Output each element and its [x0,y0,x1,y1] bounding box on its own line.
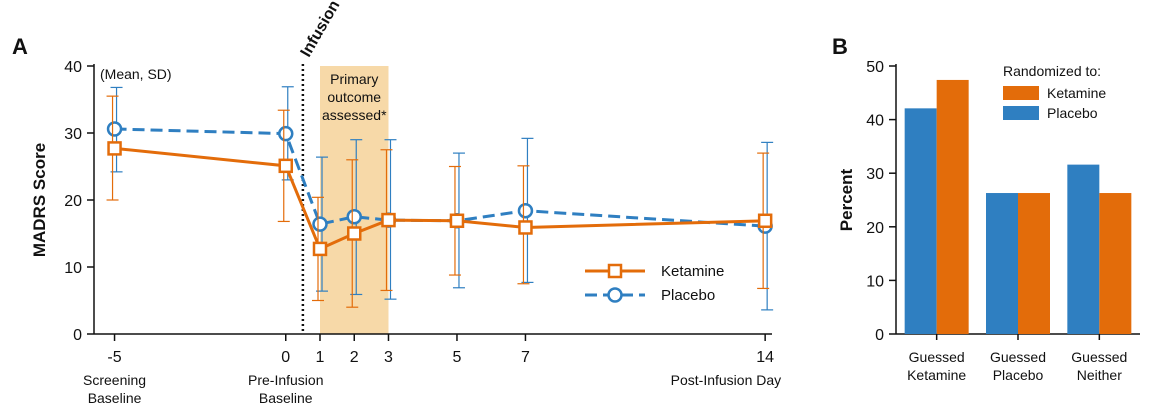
legend-title: Randomized to: [1003,63,1101,79]
x-category-label: Guessed [1071,349,1127,365]
panel-b-label: B [832,34,848,59]
x-group-label: Baseline [88,390,142,406]
x-category-label: Guessed [909,349,965,365]
primary-outcome-label-line: Primary [330,71,378,87]
data-point-ketamine [312,241,328,257]
series-line-ketamine [114,146,766,251]
x-category-label: Guessed [990,349,1046,365]
y-tick-label: 10 [64,260,82,277]
x-tick-label: 0 [281,349,290,366]
x-group-label: Screening [83,372,146,388]
mean-sd-annotation: (Mean, SD) [100,66,172,82]
y-tick-label: 40 [64,59,82,76]
legend-label-placebo: Placebo [661,287,715,304]
data-point-placebo [346,209,362,225]
legend-swatch-ketamine [1003,86,1039,100]
data-point-ketamine [278,158,294,174]
series-line-placebo [114,127,766,228]
bar-placebo [904,108,937,335]
y-tick-label: 30 [64,126,82,143]
data-point-ketamine [381,212,396,228]
infusion-label: Infusion [298,0,344,60]
data-point-ketamine [107,141,122,156]
legend-label-ketamine: Ketamine [661,263,724,280]
x-group-label: Baseline [259,390,313,406]
data-point-ketamine [757,213,773,229]
y-tick-label: 50 [866,59,884,76]
bar-placebo [986,193,1018,334]
x-tick-label: 14 [756,349,774,366]
x-tick-label: 5 [453,349,462,366]
data-point-placebo [106,121,123,137]
primary-outcome-region [320,66,389,334]
x-category-label: Neither [1077,367,1122,383]
legend-label-placebo: Placebo [1047,105,1098,121]
y-axis-title: MADRS Score [30,143,49,257]
bar-ketamine [936,79,969,334]
data-point-ketamine [346,226,362,241]
x-tick-label: -5 [107,349,121,366]
primary-outcome-label-line: assessed* [322,107,387,123]
panel-a-label: A [12,34,28,59]
bar-ketamine [1099,193,1132,334]
data-point-placebo [312,216,328,232]
legend-swatch-placebo [1003,106,1039,120]
data-point-ketamine [449,213,465,229]
primary-outcome-label-line: outcome [327,89,381,105]
y-tick-label: 40 [866,113,884,130]
x-category-label: Placebo [993,367,1044,383]
bar-placebo [1067,164,1100,334]
bar-ketamine [1018,193,1050,334]
data-point-placebo [278,125,294,142]
y-tick-label: 0 [875,327,884,344]
legend-marker-placebo [607,287,623,303]
panel-a-chart: Primaryoutcomeassessed*Infusion010203040… [30,0,781,406]
y-tick-label: 20 [64,193,82,210]
data-point-ketamine [518,220,533,235]
y-tick-label: 20 [866,220,884,237]
data-point-placebo [517,202,534,219]
legend-marker-ketamine [607,263,623,279]
x-tick-label: 3 [384,349,393,366]
y-axis-title: Percent [837,168,856,231]
x-tick-label: 1 [316,349,325,366]
y-tick-label: 0 [73,327,82,344]
legend-label-ketamine: Ketamine [1047,85,1106,101]
x-tick-label: 2 [350,349,359,366]
x-category-label: Ketamine [907,367,966,383]
y-tick-label: 10 [866,273,884,290]
x-group-label: Post-Infusion Day [671,372,782,388]
x-tick-label: 7 [521,349,530,366]
x-group-label: Pre-Infusion [248,372,323,388]
y-tick-label: 30 [866,166,884,183]
panel-b-chart: 0 10 20 30 40 50 Percent Guessed Ketamine Guessed… [837,59,1140,383]
